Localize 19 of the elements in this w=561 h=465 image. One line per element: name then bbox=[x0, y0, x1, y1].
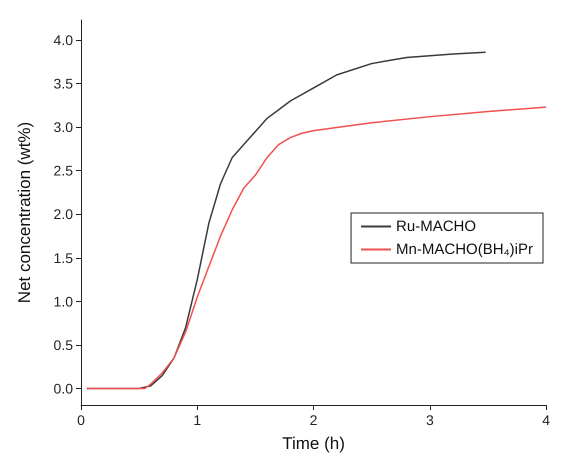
x-tick-label: 2 bbox=[310, 412, 318, 428]
legend-label: Mn-MACHO(BH₄)iPr bbox=[396, 241, 534, 258]
y-tick-label: 4.0 bbox=[54, 32, 74, 48]
y-tick-label: 0.0 bbox=[54, 380, 74, 396]
y-tick-label: 2.0 bbox=[54, 206, 74, 222]
y-tick-label: 3.0 bbox=[54, 119, 74, 136]
y-tick-label: 2.5 bbox=[54, 162, 74, 179]
y-axis-title: Net concentration (wt%) bbox=[15, 122, 34, 304]
x-axis-title: Time (h) bbox=[282, 434, 345, 453]
x-tick-label: 3 bbox=[426, 412, 434, 428]
y-tick-label: 3.5 bbox=[54, 76, 74, 92]
x-tick-label: 0 bbox=[77, 412, 86, 428]
x-tick-label: 1 bbox=[193, 412, 202, 428]
line-series bbox=[86, 106, 547, 390]
x-tick-label: 4 bbox=[542, 412, 550, 428]
legend-label: Ru-MACHO bbox=[396, 218, 476, 235]
y-tick-label: 1.0 bbox=[54, 293, 74, 310]
y-tick-label: 0.5 bbox=[54, 336, 74, 353]
y-tick-label: 1.5 bbox=[54, 250, 74, 266]
